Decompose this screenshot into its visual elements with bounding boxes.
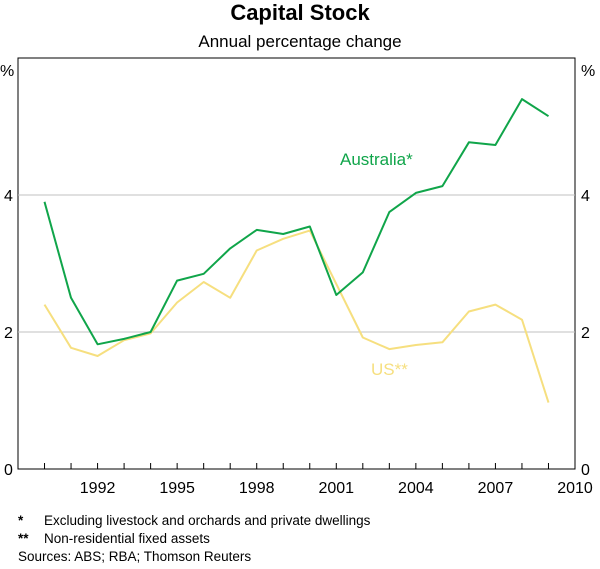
chart-title: Capital Stock <box>230 0 370 25</box>
y-tick-label-left: 2 <box>4 325 13 342</box>
x-axis-ticks: 1992 1995 1998 2001 2004 2007 2010 <box>44 463 593 497</box>
series-line-us <box>43 229 550 403</box>
x-tick-label: 1998 <box>239 480 275 497</box>
footnote-mark: * <box>18 513 24 528</box>
line-chart: 1992 1995 1998 2001 2004 2007 2010 % % 0 02 24 4 … <box>0 57 595 497</box>
chart-subtitle: Annual percentage change <box>198 32 402 51</box>
x-tick-label: 2001 <box>318 480 354 497</box>
series-label-australia: Australia* <box>340 150 413 169</box>
series-lines <box>43 98 550 403</box>
footnote-1: * Excluding livestock and orchards and pr… <box>18 512 370 530</box>
footnote-mark: ** <box>18 531 29 546</box>
series-line-australia <box>43 98 550 346</box>
axis-labels: % % 0 0 2 2 4 4 <box>0 63 595 479</box>
y-tick-label-right: 4 <box>581 188 590 205</box>
x-tick-label: 2004 <box>398 480 434 497</box>
footnote-text: Excluding livestock and orchards and pri… <box>44 513 371 528</box>
plot-frame <box>17 57 576 470</box>
y-tick-label-right: 0 <box>581 462 590 479</box>
series-label-us: US** <box>371 360 408 379</box>
y-tick-label-right: 2 <box>581 325 590 342</box>
x-tick-label: 2010 <box>557 480 593 497</box>
sources-line: Sources: ABS; RBA; Thomson Reuters <box>18 549 252 564</box>
y-unit-right: % <box>581 63 595 80</box>
y-unit-left: % <box>0 63 14 80</box>
gridlines <box>18 194 575 333</box>
footnote-text: Non-residential fixed assets <box>44 531 210 546</box>
x-tick-label: 2007 <box>478 480 514 497</box>
y-tick-label-left: 4 <box>4 188 13 205</box>
footnote-2: ** Non-residential fixed assets <box>18 530 370 548</box>
x-tick-label: 1995 <box>159 480 195 497</box>
footnotes: * Excluding livestock and orchards and pr… <box>18 512 370 566</box>
y-tick-label-left: 0 <box>4 462 13 479</box>
x-tick-label: 1992 <box>80 480 116 497</box>
